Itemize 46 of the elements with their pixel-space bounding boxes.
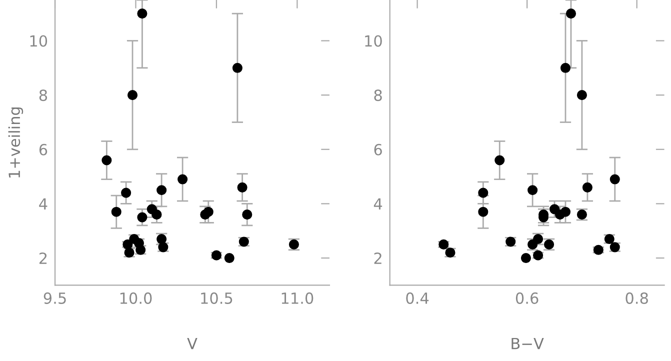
point (137, 212, 148, 222)
point (127, 90, 138, 100)
point (232, 62, 242, 73)
point (102, 155, 112, 166)
y-tick-label: 4 (374, 198, 382, 210)
point (478, 206, 488, 217)
x-tick-label: 9.5 (44, 292, 66, 304)
y-tick-label: 2 (374, 252, 382, 264)
point (610, 174, 620, 184)
point (237, 182, 248, 192)
y-tick-label: 4 (39, 198, 48, 210)
point (576, 90, 587, 100)
y-axis-title: 1+veiling (8, 107, 24, 178)
point (224, 252, 234, 264)
point (178, 174, 188, 184)
y-tick-label: 8 (374, 90, 382, 102)
x-axis-title: B−V (512, 338, 544, 350)
point (560, 62, 571, 73)
y-tick-label: 6 (39, 144, 48, 156)
y-tick-label: 6 (374, 144, 382, 156)
point (566, 8, 576, 19)
x-tick-label: 10.5 (201, 292, 232, 304)
y-tick-label: 8 (39, 90, 48, 102)
point (203, 206, 214, 217)
point (242, 210, 252, 220)
x-tick-label: 0.6 (516, 292, 538, 304)
point (137, 8, 148, 19)
point (560, 206, 571, 217)
point (121, 188, 132, 198)
point (528, 185, 538, 196)
point (438, 239, 449, 250)
point (582, 182, 592, 192)
point (152, 210, 162, 220)
point (156, 185, 167, 196)
point (478, 188, 488, 198)
y-tick-label: 10 (365, 35, 382, 47)
y-tick-label: 2 (39, 252, 47, 264)
point (520, 252, 532, 264)
point (494, 155, 505, 166)
x-tick-label: 0.8 (626, 292, 648, 304)
point (111, 206, 122, 217)
x-tick-label: 10.0 (120, 292, 152, 304)
x-axis-title: V (187, 338, 198, 350)
x-tick-label: 11.0 (282, 292, 314, 304)
y-tick-label: 10 (30, 35, 48, 47)
x-tick-label: 0.4 (406, 292, 429, 304)
